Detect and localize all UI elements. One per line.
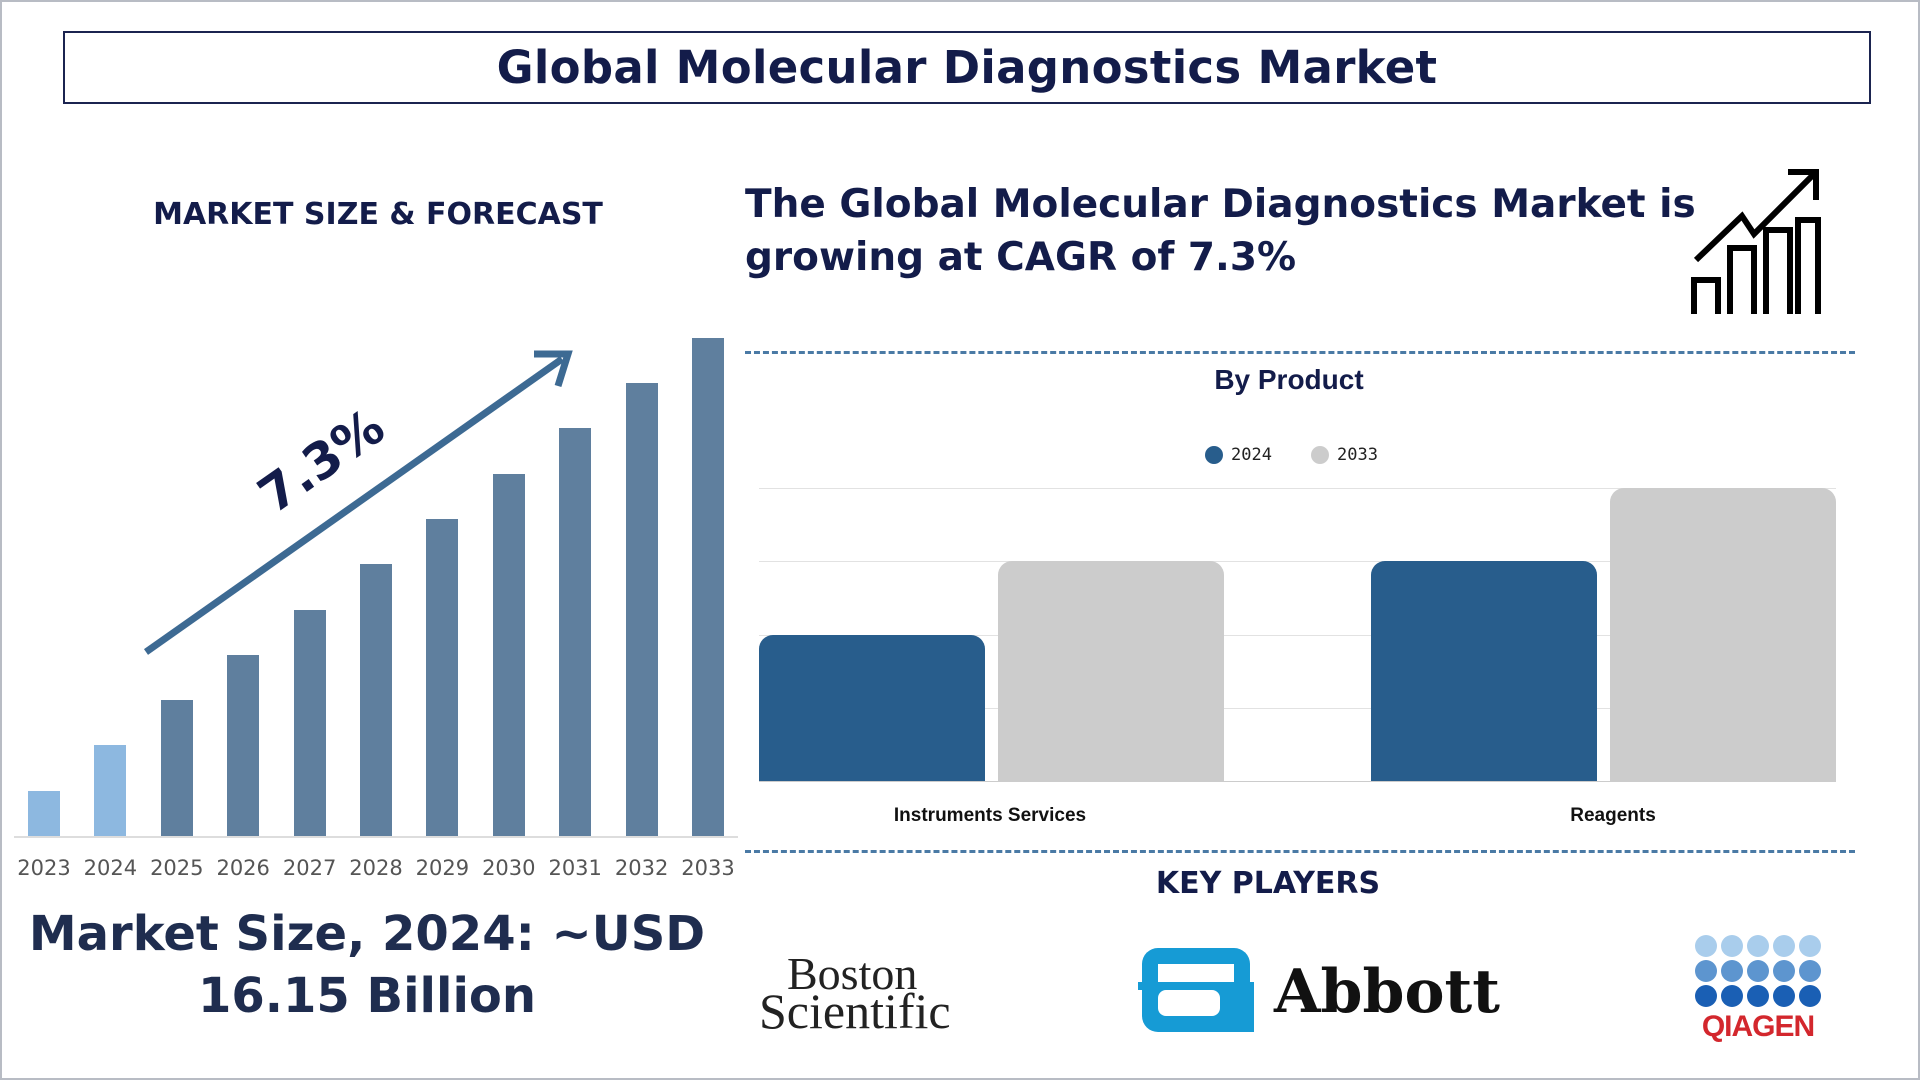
growth-bar-2027 [293,609,326,836]
svg-text:Abbott: Abbott [1273,957,1500,1027]
baseline [759,781,1836,782]
year-label: 2031 [548,856,602,880]
legend-item-2033: 2033 [1311,445,1378,465]
divider-top [745,351,1855,354]
cagr-headline: The Global Molecular Diagnostics Market … [745,182,1696,280]
svg-text:QIAGEN: QIAGEN [1702,1010,1814,1043]
boston-scientific-logo: Boston Scientific [759,948,951,1039]
x-axis-line [14,836,738,838]
growth-bar-2025 [160,700,193,836]
legend-dot-icon [1311,446,1329,464]
legend-label: 2024 [1231,445,1272,465]
bar-instruments-services-2024 [759,634,985,781]
growth-bar-2032 [625,383,658,836]
bar-instruments-services-2033 [998,561,1224,781]
year-label: 2027 [282,856,337,880]
legend-item-2024: 2024 [1205,445,1272,465]
divider-bottom [745,850,1855,853]
year-label: 2023 [17,856,71,880]
growth-bar-2026 [227,654,260,836]
key-players-heading: KEY PLAYERS [1155,866,1381,901]
year-label: 2032 [614,856,669,880]
growth-bar-2029 [426,518,459,836]
gridline [759,634,1836,636]
market-size-line1: Market Size, 2024: ~USD [28,906,706,962]
year-label: 2029 [415,856,470,880]
year-label: 2025 [150,856,204,880]
year-label: 2028 [349,856,403,880]
svg-text:Scientific: Scientific [759,983,951,1039]
year-label: 2024 [83,856,138,880]
growth-chart-icon [1691,169,1821,314]
legend-label: 2033 [1337,445,1378,465]
growth-bar-2030 [492,473,525,836]
growth-arrow-icon [143,350,573,655]
svg-text:Boston: Boston [787,948,917,999]
growth-bar-2033 [692,337,724,836]
gridline [759,707,1836,709]
year-label: 2030 [482,856,536,880]
product-chart-title: By Product [1214,364,1364,395]
market-size-line2: 16.15 Billion [197,968,537,1024]
growth-bar-2031 [559,428,592,836]
market-size-heading: MARKET SIZE & FORECAST [153,197,603,232]
gridline [759,488,1836,489]
category-label: Instruments Services [893,805,1087,826]
legend-dot-icon [1205,446,1223,464]
category-label: Reagents [1570,805,1656,826]
year-label: 2033 [681,856,735,880]
growth-bar-2024 [94,745,127,836]
bar-reagents-2024 [1371,561,1597,781]
growth-bar-2023 [28,790,60,836]
year-label: 2026 [216,856,270,880]
gridline [759,561,1836,563]
qiagen-logo: QIAGEN [1695,935,1821,1043]
page-title: Global Molecular Diagnostics Market [63,31,1871,104]
bar-reagents-2033 [1610,488,1836,781]
abbott-logo: Abbott [1138,948,1500,1032]
growth-bar-2028 [360,564,392,836]
